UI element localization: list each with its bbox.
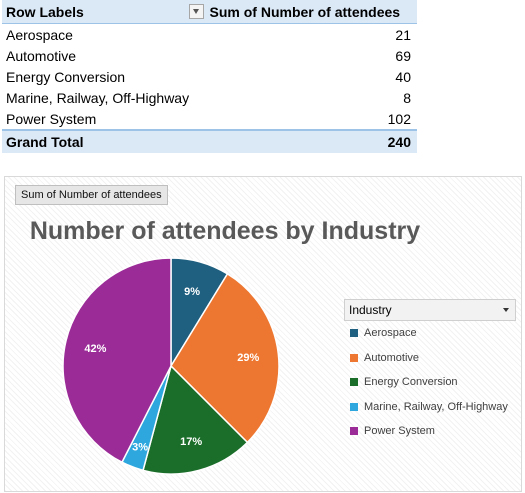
values-field-button[interactable]: Sum of Number of attendees <box>15 185 168 205</box>
row-value: 69 <box>395 47 411 64</box>
legend-label: Automotive <box>364 351 420 364</box>
grand-total-value: 240 <box>205 129 417 153</box>
legend: Industry Aerospace Automotive Energy Conve… <box>344 299 516 444</box>
row-label: Marine, Railway, Off-Highway <box>6 89 190 106</box>
data-label-energy-conversion: 17% <box>180 436 202 448</box>
row-value: 102 <box>387 110 411 127</box>
legend-swatch <box>350 402 358 411</box>
row-label: Energy Conversion <box>6 68 126 85</box>
legend-swatch <box>350 378 358 387</box>
legend-item: Marine, Railway, Off-Highway <box>344 395 516 420</box>
legend-label: Energy Conversion <box>364 376 458 389</box>
table-row[interactable]: Automotive 69 <box>2 45 417 66</box>
legend-item: Automotive <box>344 346 516 371</box>
row-labels-header-text: Row Labels <box>6 3 84 20</box>
pie-slice-automotive[interactable] <box>170 272 280 444</box>
row-value: 8 <box>403 89 411 106</box>
table-row[interactable]: Aerospace 21 <box>2 24 417 46</box>
legend-swatch <box>350 353 358 362</box>
data-label-automotive: 29% <box>237 352 259 364</box>
pivot-chart[interactable]: Sum of Number of attendees Number of att… <box>4 176 522 492</box>
data-label-power-system: 42% <box>84 343 106 355</box>
pivot-header-row: Row Labels Sum of Number of attendees <box>2 0 417 24</box>
pie-slice-power-system[interactable] <box>62 257 172 464</box>
row-label: Power System <box>6 110 97 127</box>
data-label-aerospace: 9% <box>184 286 200 298</box>
data-label-marine-railway: 3% <box>132 442 148 454</box>
row-labels-header[interactable]: Row Labels <box>2 0 206 24</box>
chart-title: Number of attendees by Industry <box>29 217 421 245</box>
legend-field-button[interactable]: Industry <box>344 299 516 321</box>
table-row[interactable]: Energy Conversion 40 <box>2 66 417 87</box>
legend-item: Power System <box>344 419 516 444</box>
legend-item: Aerospace <box>344 321 516 346</box>
legend-label: Power System <box>364 425 435 438</box>
legend-swatch <box>350 427 358 436</box>
chevron-down-icon <box>503 308 509 312</box>
row-label: Automotive <box>6 47 77 64</box>
pie-chart: 9% 29% 17% 3% 42% <box>62 257 280 475</box>
values-header: Sum of Number of attendees <box>205 0 417 24</box>
legend-field-label: Industry <box>349 303 392 317</box>
legend-swatch <box>350 329 358 338</box>
legend-label: Marine, Railway, Off-Highway <box>364 400 508 413</box>
row-value: 21 <box>395 26 411 43</box>
table-row[interactable]: Marine, Railway, Off-Highway 8 <box>2 87 417 108</box>
table-row[interactable]: Power System 102 <box>2 108 417 130</box>
grand-total-row: Grand Total 240 <box>2 129 417 153</box>
row-value: 40 <box>395 68 411 85</box>
row-label: Aerospace <box>6 26 73 43</box>
grand-total-label: Grand Total <box>2 129 206 153</box>
pivot-table: Row Labels Sum of Number of attendees Ae… <box>2 0 417 153</box>
legend-item: Energy Conversion <box>344 370 516 395</box>
pie-slice-energy-conversion[interactable] <box>142 364 249 475</box>
filter-dropdown-icon[interactable] <box>188 4 204 19</box>
legend-label: Aerospace <box>364 327 417 340</box>
